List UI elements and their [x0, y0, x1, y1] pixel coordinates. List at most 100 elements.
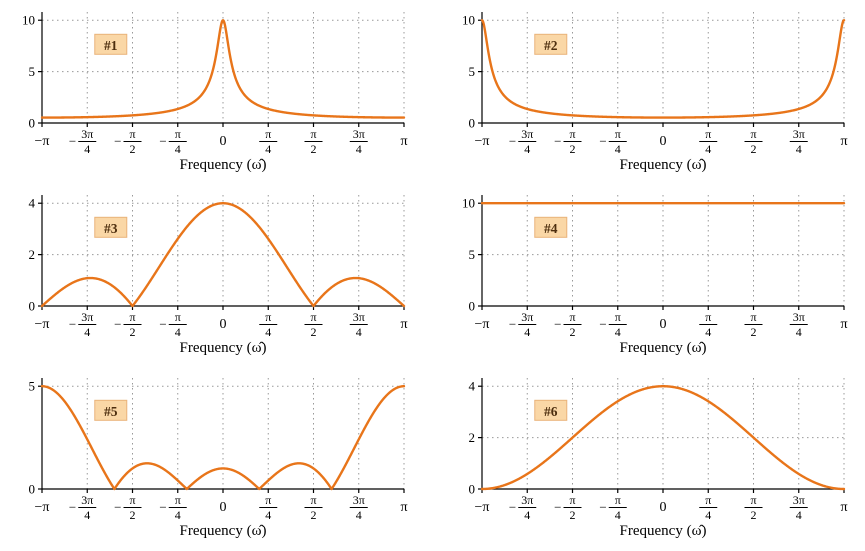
chart-text: 0 [660, 317, 667, 332]
chart-5: 0 5 −π 3π 4− π 2− π 4−0 π 4 π 2 3π 4 π Frequency (ω̂) #5 [8, 372, 412, 543]
chart-text: π [705, 127, 711, 141]
grid [482, 195, 845, 306]
chart-text: 4 [524, 508, 530, 522]
chart-text: 4 [265, 508, 271, 522]
chart-text: 4 [524, 325, 530, 339]
chart-text: 3π [353, 493, 365, 507]
chart-text: − [554, 500, 561, 515]
axes [478, 12, 845, 127]
chart-text: 4 [175, 508, 181, 522]
chart-text: − [554, 134, 561, 149]
chart-text: 4 [356, 142, 362, 156]
chart-text: π [310, 310, 316, 324]
plot-number-badge: #4 [534, 216, 568, 238]
chart-text: 3π [81, 127, 93, 141]
chart-text: 3π [353, 127, 365, 141]
chart-text: 0 [29, 482, 36, 497]
chart-text: 2 [130, 142, 136, 156]
plot-number-badge: #1 [94, 33, 128, 55]
response-curve [40, 19, 406, 119]
response-curve [40, 385, 406, 491]
chart-text: 0 [469, 482, 476, 497]
chart-text: −π [475, 500, 490, 515]
chart-text: − [69, 134, 76, 149]
x-axis-label: Frequency (ω̂) [180, 157, 267, 173]
chart-text: π [310, 493, 316, 507]
chart-text: π [569, 127, 575, 141]
chart-text: 4 [796, 508, 802, 522]
chart-text: 3π [793, 493, 805, 507]
chart-text: − [69, 317, 76, 332]
chart-text: 4 [705, 142, 711, 156]
chart-text: 3π [521, 127, 533, 141]
chart-text: − [509, 134, 516, 149]
chart-text: 10 [22, 13, 35, 28]
chart-text: 4 [356, 325, 362, 339]
plot-number-label: #5 [104, 404, 118, 419]
x-axis-label: Frequency (ω̂) [180, 523, 267, 539]
plot-number-label: #1 [104, 38, 118, 53]
chart-text: 4 [796, 325, 802, 339]
chart-text: π [129, 310, 135, 324]
x-axis-label: Frequency (ω̂) [620, 157, 707, 173]
plot-number-badge: #5 [94, 399, 128, 421]
chart-text: π [265, 310, 271, 324]
response-curve [40, 202, 406, 308]
chart-text: 0 [660, 500, 667, 515]
grid [42, 378, 405, 489]
chart-text: 3π [521, 493, 533, 507]
chart-text: 0 [220, 134, 227, 149]
chart-1: 0 5 10 −π 3π 4− π 2− π 4−0 π 4 π 2 3π 4 π Frequency (ω̂) #… [8, 6, 412, 177]
chart-text: − [599, 317, 606, 332]
axes [478, 378, 845, 493]
chart-text: −π [475, 134, 490, 149]
chart-text: 4 [356, 508, 362, 522]
chart-text: 4 [29, 196, 36, 211]
chart-text: 3π [81, 493, 93, 507]
chart-text: π [840, 134, 847, 149]
chart-text: − [114, 500, 121, 515]
chart-text: 4 [615, 142, 621, 156]
chart-text: 4 [615, 508, 621, 522]
chart-text: π [400, 317, 407, 332]
chart-text: π [175, 493, 181, 507]
chart-text: 5 [469, 247, 476, 262]
chart-text: 3π [81, 310, 93, 324]
axes [478, 195, 845, 310]
chart-text: π [750, 310, 756, 324]
chart-text: 4 [524, 142, 530, 156]
plot-number-label: #3 [104, 221, 118, 236]
grid [42, 12, 405, 123]
chart-text: − [69, 500, 76, 515]
chart-text: 2 [130, 325, 136, 339]
chart-text: 0 [660, 134, 667, 149]
chart-text: π [615, 493, 621, 507]
chart-text: − [509, 317, 516, 332]
chart-text: 2 [29, 247, 36, 262]
chart-text: 5 [29, 379, 36, 394]
chart-text: 0 [29, 299, 36, 314]
chart-text: 10 [462, 196, 475, 211]
chart-text: 0 [469, 116, 476, 131]
chart-text: 4 [84, 142, 90, 156]
chart-text: 4 [265, 325, 271, 339]
x-axis-label: Frequency (ω̂) [620, 340, 707, 356]
chart-text: 2 [311, 142, 317, 156]
chart-text: 4 [265, 142, 271, 156]
grid [482, 12, 845, 123]
chart-text: −π [35, 317, 50, 332]
chart-text: π [569, 493, 575, 507]
chart-text: π [265, 127, 271, 141]
axes [38, 378, 405, 493]
chart-text: 4 [796, 142, 802, 156]
plot-number-badge: #6 [534, 399, 568, 421]
chart-text: π [129, 127, 135, 141]
chart-text: 4 [615, 325, 621, 339]
